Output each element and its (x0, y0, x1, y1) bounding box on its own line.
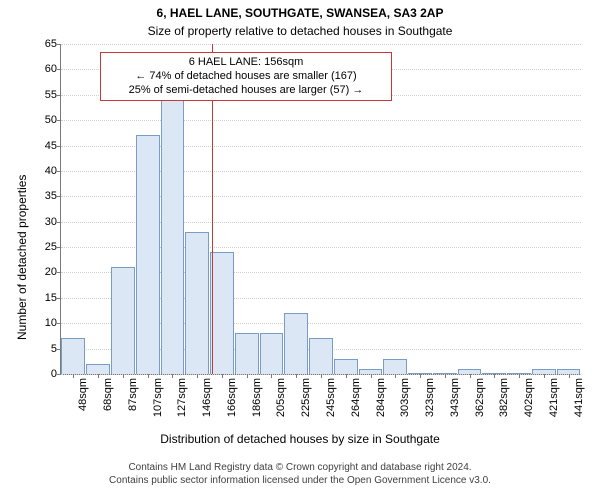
x-tick-mark (222, 374, 223, 378)
x-tick-mark (271, 374, 272, 378)
x-tick-mark (73, 374, 74, 378)
gridline (61, 120, 581, 121)
x-tick-mark (470, 374, 471, 378)
histogram-bar (111, 267, 135, 374)
x-tick-mark (123, 374, 124, 378)
x-tick-mark (346, 374, 347, 378)
x-tick-label: 166sqm (226, 378, 238, 417)
histogram-bar (334, 359, 358, 374)
x-tick-label: 205sqm (275, 378, 287, 417)
x-tick-mark (172, 374, 173, 378)
x-tick-mark (148, 374, 149, 378)
x-tick-label: 245sqm (325, 378, 337, 417)
y-tick-label: 65 (45, 38, 61, 50)
x-tick-mark (494, 374, 495, 378)
x-tick-label: 323sqm (424, 378, 436, 417)
histogram-bar (235, 333, 259, 374)
histogram-bar (86, 364, 110, 374)
annotation-box: 6 HAEL LANE: 156sqm← 74% of detached hou… (100, 52, 392, 101)
x-tick-label: 225sqm (300, 378, 312, 417)
x-tick-label: 127sqm (176, 378, 188, 417)
y-tick-label: 25 (45, 241, 61, 253)
page-title-address: 6, HAEL LANE, SOUTHGATE, SWANSEA, SA3 2A… (0, 6, 600, 20)
x-axis-label: Distribution of detached houses by size … (0, 432, 600, 446)
x-tick-mark (544, 374, 545, 378)
x-tick-mark (247, 374, 248, 378)
x-tick-label: 107sqm (152, 378, 164, 417)
histogram-bar (260, 333, 284, 374)
x-tick-mark (197, 374, 198, 378)
x-tick-label: 87sqm (127, 378, 139, 411)
y-tick-label: 5 (51, 343, 61, 355)
x-tick-label: 343sqm (449, 378, 461, 417)
x-tick-label: 441sqm (573, 378, 585, 417)
y-tick-label: 40 (45, 165, 61, 177)
y-tick-label: 20 (45, 266, 61, 278)
x-tick-mark (371, 374, 372, 378)
y-tick-label: 30 (45, 216, 61, 228)
x-tick-label: 402sqm (523, 378, 535, 417)
page-subtitle: Size of property relative to detached ho… (0, 24, 600, 38)
annotation-line: 6 HAEL LANE: 156sqm (107, 56, 385, 70)
x-tick-label: 303sqm (399, 378, 411, 417)
y-tick-label: 45 (45, 140, 61, 152)
x-tick-mark (395, 374, 396, 378)
y-tick-label: 15 (45, 292, 61, 304)
histogram-bar (161, 100, 185, 374)
x-tick-mark (321, 374, 322, 378)
histogram-bar (210, 252, 234, 374)
attribution-text: Contains HM Land Registry data © Crown c… (0, 462, 600, 487)
x-tick-label: 48sqm (77, 378, 89, 411)
y-tick-label: 60 (45, 63, 61, 75)
x-tick-mark (296, 374, 297, 378)
annotation-line: ← 74% of detached houses are smaller (16… (107, 70, 385, 84)
x-tick-label: 284sqm (375, 378, 387, 417)
histogram-bar (309, 338, 333, 374)
x-tick-mark (519, 374, 520, 378)
y-tick-label: 35 (45, 190, 61, 202)
histogram-bar (383, 359, 407, 374)
x-tick-label: 186sqm (251, 378, 263, 417)
x-tick-label: 362sqm (474, 378, 486, 417)
histogram-bar (136, 135, 160, 374)
annotation-line: 25% of semi-detached houses are larger (… (107, 84, 385, 98)
x-tick-label: 264sqm (350, 378, 362, 417)
y-axis-label: Number of detached properties (15, 175, 29, 340)
x-tick-label: 68sqm (102, 378, 114, 411)
y-tick-label: 0 (51, 368, 61, 380)
x-tick-mark (98, 374, 99, 378)
attribution-line: Contains HM Land Registry data © Crown c… (0, 462, 600, 475)
x-tick-label: 421sqm (548, 378, 560, 417)
histogram-bar (185, 232, 209, 374)
x-tick-label: 382sqm (498, 378, 510, 417)
gridline (61, 44, 581, 45)
x-tick-mark (569, 374, 570, 378)
y-tick-label: 55 (45, 89, 61, 101)
attribution-line: Contains public sector information licen… (0, 475, 600, 488)
y-tick-label: 50 (45, 114, 61, 126)
x-tick-label: 146sqm (201, 378, 213, 417)
y-tick-label: 10 (45, 317, 61, 329)
histogram-bar (61, 338, 85, 374)
histogram-bar (284, 313, 308, 374)
x-tick-mark (445, 374, 446, 378)
x-tick-mark (420, 374, 421, 378)
